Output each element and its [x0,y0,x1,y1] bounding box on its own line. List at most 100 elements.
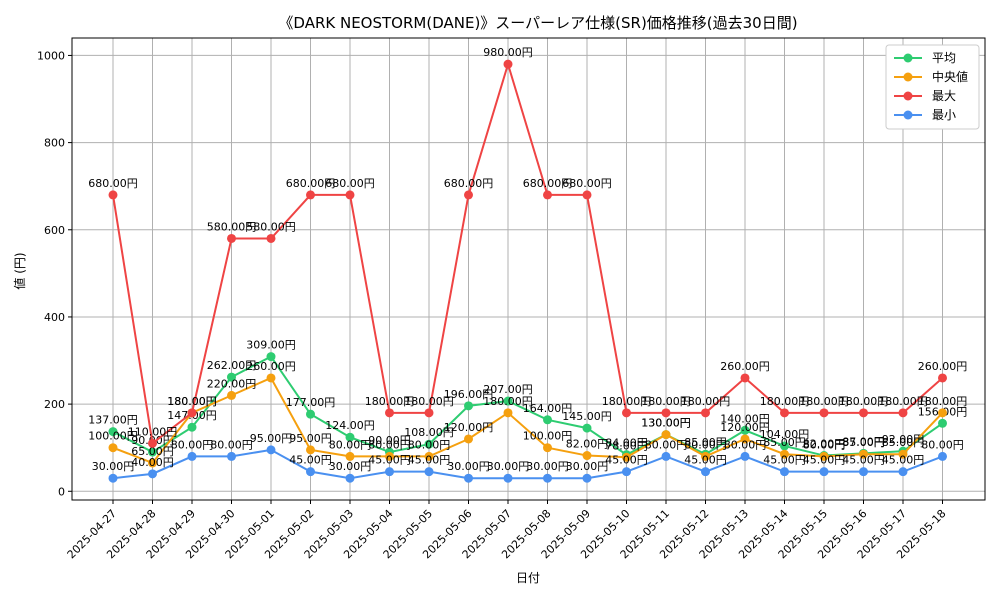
data-label: 177.00円 [286,396,336,409]
data-label: 680.00円 [286,177,336,190]
data-point [306,190,315,200]
data-label: 30.00円 [92,460,135,473]
data-label: 680.00円 [325,177,375,190]
data-label: 80.00円 [210,438,253,451]
x-axis-label: 日付 [516,571,540,585]
data-label: 180.00円 [839,395,889,408]
data-label: 85.00円 [763,436,806,449]
data-label: 40.00円 [131,456,174,469]
data-label: 78.00円 [605,439,648,452]
data-point [582,190,592,200]
data-label: 30.00円 [566,460,609,473]
data-point [938,451,947,461]
data-point [464,190,473,200]
data-point [780,441,789,451]
data-point [503,396,513,406]
data-point [148,469,157,479]
grid [72,38,985,500]
data-label: 82.00円 [803,438,846,451]
data-label: 110.00円 [128,425,178,438]
data-point [227,233,236,243]
data-label: 180.00円 [365,395,415,408]
data-point [661,451,671,461]
data-point [543,190,552,200]
data-label: 104.00円 [760,428,810,441]
y-tick-label: 200 [44,398,65,411]
data-label: 680.00円 [88,177,138,190]
data-label: 45.00円 [408,454,451,467]
data-label: 90.00円 [368,434,411,447]
data-label: 580.00円 [207,220,257,233]
data-point [859,408,868,418]
data-label: 108.00円 [404,426,454,439]
legend-label: 最小 [932,108,956,122]
data-label: 30.00円 [329,460,372,473]
data-label: 80.00円 [171,438,214,451]
legend-marker [903,53,913,63]
chart-title: 《DARK NEOSTORM(DANE)》スーパーレア仕様(SR)価格推移(過去… [278,14,797,32]
legend-label: 中央値 [932,69,968,84]
data-point [543,473,552,483]
data-point [266,445,276,455]
legend-item: 最小 [894,108,956,122]
data-point [701,408,710,418]
series-line [112,355,944,457]
data-point [938,373,947,383]
y-tick-label: 400 [44,311,65,324]
data-label: 196.00円 [444,388,494,401]
data-point [306,409,315,419]
data-label: 45.00円 [882,454,925,467]
data-point [582,423,592,433]
data-point [582,473,592,483]
legend-label: 最大 [932,89,956,103]
data-label: 65.00円 [131,445,174,458]
data-label: 95.00円 [250,432,293,445]
data-point [819,467,829,477]
data-label: 580.00円 [246,220,296,233]
data-label: 262.00円 [207,359,257,372]
data-label: 85.00円 [842,436,885,449]
data-label: 45.00円 [763,454,806,467]
data-label: 85.00円 [882,436,925,449]
data-label: 980.00円 [483,46,533,59]
data-label: 130.00円 [641,417,691,430]
data-point [701,451,710,461]
legend-marker [903,110,913,120]
legend-label: 平均 [932,51,956,65]
data-label: 180.00円 [760,395,810,408]
data-label: 140.00円 [720,412,770,425]
data-point [740,434,750,444]
data-label: 100.00円 [523,430,573,443]
data-label: 220.00円 [207,377,257,390]
data-point [622,452,631,462]
data-point [345,451,355,461]
data-point [345,473,355,483]
data-label: 80.00円 [803,438,846,451]
data-point [266,233,276,243]
data-label: 80.00円 [724,438,767,451]
legend-item: 中央値 [894,69,968,84]
series-line [112,376,944,465]
data-point [780,408,789,418]
data-point [503,59,513,69]
data-label: 120.00円 [444,421,494,434]
data-label: 180.00円 [483,395,533,408]
y-tick-label: 0 [58,485,65,498]
data-point [898,467,908,477]
data-point [148,447,157,457]
data-point [227,451,236,461]
data-label: 45.00円 [684,454,727,467]
legend-marker [903,72,913,82]
data-label: 80.00円 [921,438,964,451]
data-point [385,451,394,461]
data-point [108,190,118,200]
data-point [385,467,394,477]
data-point [266,352,276,362]
data-point [424,439,434,449]
data-label: 120.00円 [720,421,770,434]
data-label: 80.00円 [368,438,411,451]
data-point [898,449,908,459]
data-point [780,449,789,459]
